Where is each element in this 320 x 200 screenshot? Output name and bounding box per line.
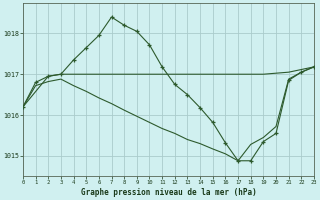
X-axis label: Graphe pression niveau de la mer (hPa): Graphe pression niveau de la mer (hPa) bbox=[81, 188, 256, 197]
